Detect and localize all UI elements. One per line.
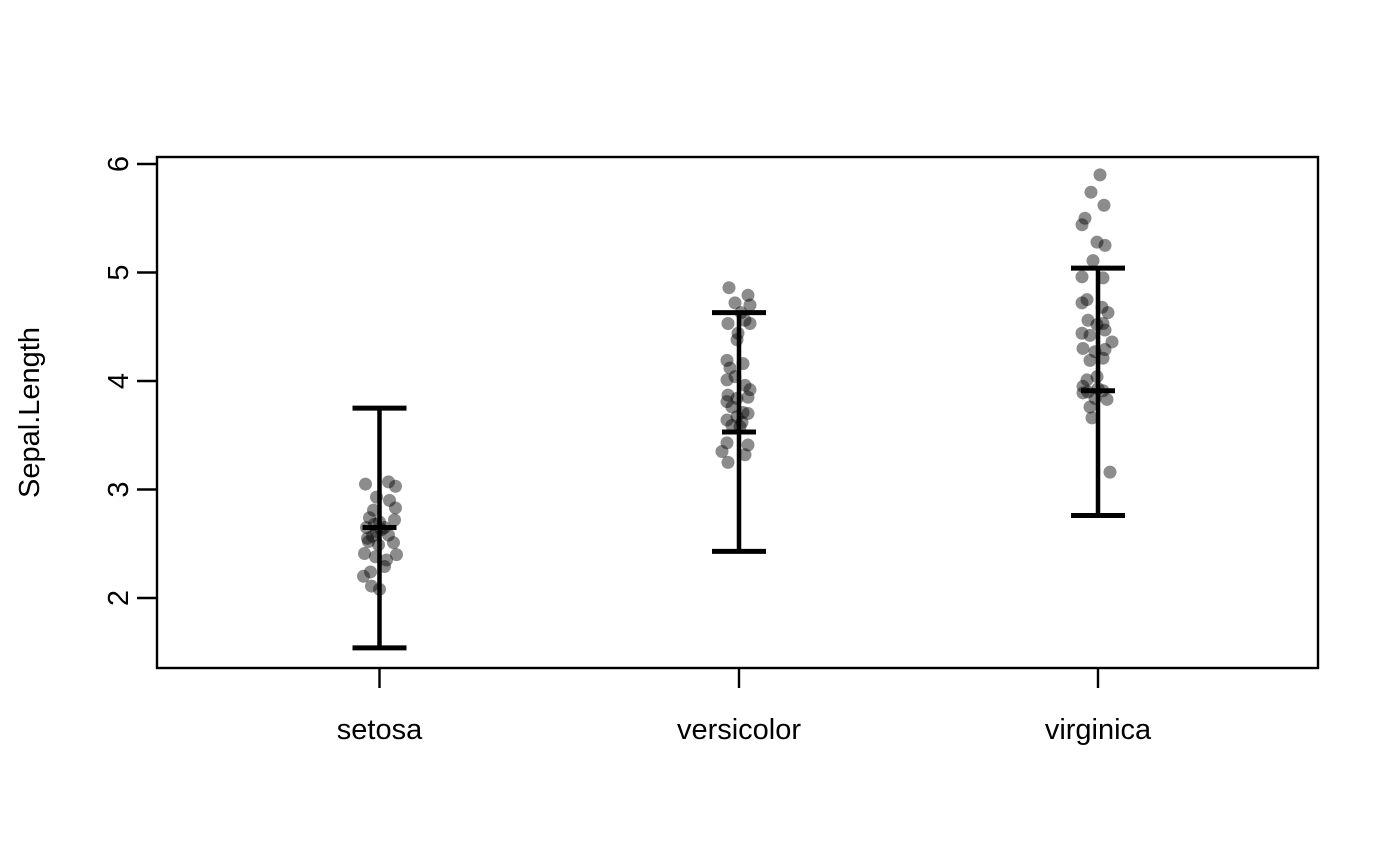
data-point [741,390,755,404]
data-point [725,418,739,432]
x-category-label: virginica [1045,714,1152,746]
data-point [1105,335,1119,349]
data-point [364,565,377,579]
data-point [743,298,757,312]
data-point [1083,400,1097,414]
data-point [358,547,371,561]
x-category-label: setosa [337,714,423,746]
data-point [725,400,739,414]
data-point [721,316,735,330]
y-tick-label: 6 [103,156,135,172]
data-point [1100,392,1114,406]
data-point [1083,353,1097,367]
data-point [1085,411,1099,425]
data-point [715,445,729,459]
data-point [722,281,736,295]
data-point [738,448,752,462]
data-point [359,477,372,491]
data-point [1084,185,1098,199]
data-point [723,361,737,375]
data-point [1075,296,1089,310]
data-point [728,296,742,310]
error-bar-versicolor [712,310,766,554]
data-point [741,288,755,302]
data-point [720,413,734,427]
data-point [380,553,393,567]
data-point [720,395,734,409]
data-point [383,493,396,507]
data-point [363,511,376,525]
data-point [1075,218,1089,232]
data-point [1078,211,1092,225]
data-point [1098,323,1112,337]
data-point [1090,235,1104,249]
data-point [389,479,402,493]
data-point [1081,313,1095,327]
data-point [382,475,395,489]
data-point [1098,343,1112,357]
data-point [1093,168,1107,182]
data-point [1075,326,1089,340]
data-point [1097,198,1111,212]
plot-box [155,155,1320,670]
error-bar-virginica [1071,265,1125,519]
data-point [738,378,752,392]
data-point [721,388,735,402]
data-point [721,455,735,469]
data-point [720,353,734,367]
data-point [389,501,402,515]
y-tick-label: 5 [103,264,135,280]
data-point [1103,465,1117,479]
y-tick-label: 3 [103,481,135,497]
data-point [361,531,374,545]
x-category-label: versicolor [677,714,801,746]
data-point [1098,238,1112,252]
data-point [1080,293,1094,307]
y-tick-label: 4 [103,373,135,389]
data-point [738,313,752,327]
data-point [1080,373,1094,387]
data-point [1076,341,1090,355]
data-point [743,316,757,330]
data-point [382,528,395,542]
data-point [367,503,380,517]
data-point [1086,254,1100,268]
data-point [387,536,400,550]
data-point [720,373,734,387]
data-point [366,529,379,543]
data-point [365,579,378,593]
data-point [743,383,757,397]
y-axis-title: Sepal.Length [14,327,46,498]
data-point [720,436,734,450]
data-point [388,513,401,527]
data-point [1101,306,1115,320]
data-point [741,438,755,452]
series-versicolor [715,281,757,469]
data-point [741,407,755,421]
data-point [1075,270,1089,284]
data-point [1083,328,1097,342]
y-tick-label: 2 [103,590,135,606]
data-point [390,548,403,562]
data-point [362,535,375,549]
error-bar-setosa [352,405,407,651]
data-point [357,569,370,583]
